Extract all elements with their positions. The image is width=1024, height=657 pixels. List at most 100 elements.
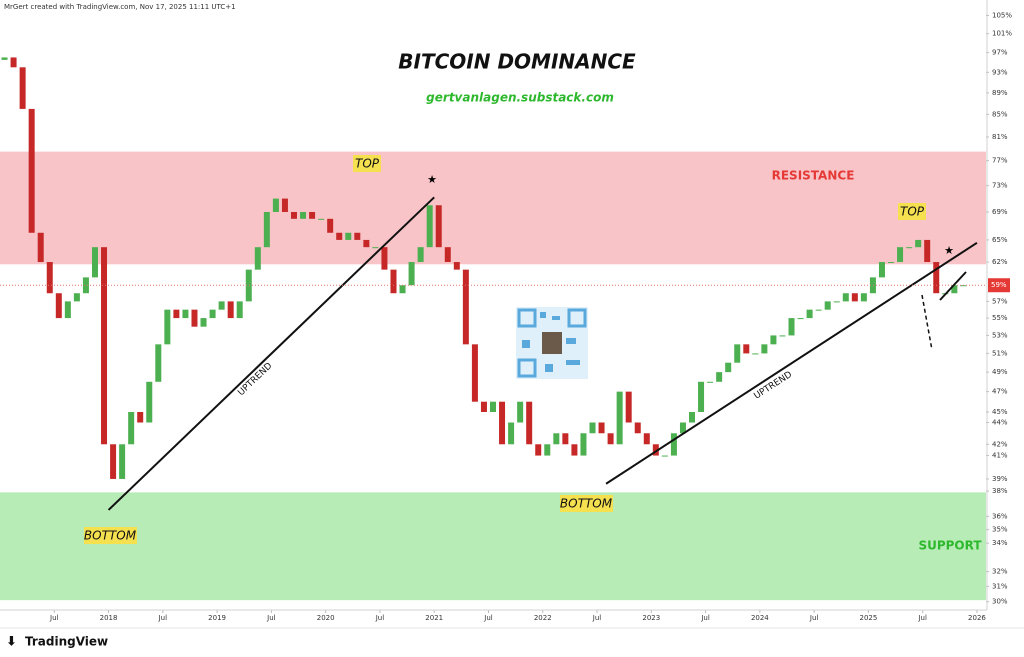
x-tick-label: Jul: [700, 614, 710, 622]
annotation: BOTTOM: [560, 495, 613, 512]
svg-text:★: ★: [944, 244, 954, 257]
x-tick-label: Jul: [266, 614, 276, 622]
candle: [951, 285, 958, 294]
candle: [888, 262, 895, 264]
candle: [200, 318, 207, 327]
candle: [191, 309, 198, 327]
candle: [290, 211, 297, 219]
candle: [327, 218, 334, 233]
y-tick-label: 69%: [992, 208, 1008, 216]
y-tick-label: 97%: [992, 49, 1008, 57]
y-tick-label: 53%: [992, 331, 1008, 339]
y-tick-label: 51%: [992, 349, 1008, 357]
candles: [1, 57, 967, 479]
channel-line: [939, 271, 967, 301]
candle: [598, 422, 605, 434]
candle: [453, 262, 460, 270]
candle: [906, 247, 913, 249]
candle: [670, 433, 677, 456]
candle: [28, 108, 35, 233]
candle: [770, 335, 777, 345]
x-tick-label: Jul: [158, 614, 168, 622]
y-tick-label: 73%: [992, 182, 1008, 190]
candle: [46, 262, 53, 294]
candle: [842, 293, 849, 302]
candle: [146, 381, 153, 423]
candle: [372, 247, 379, 249]
y-tick-label: 41%: [992, 452, 1008, 460]
candle: [245, 269, 252, 302]
candle: [19, 67, 26, 109]
candle: [471, 344, 478, 402]
x-tick-label: 2024: [751, 614, 769, 622]
candle: [309, 211, 316, 219]
candle: [851, 293, 858, 302]
candle: [354, 232, 361, 240]
candle: [616, 391, 623, 445]
candle: [236, 301, 243, 319]
x-tick-label: 2018: [100, 614, 118, 622]
candle: [869, 277, 876, 294]
candle: [336, 232, 343, 240]
candle: [571, 444, 578, 456]
x-tick-label: Jul: [49, 614, 59, 622]
y-tick-label: 32%: [992, 568, 1008, 576]
candle: [390, 269, 397, 294]
candle: [91, 247, 98, 278]
candle: [399, 285, 406, 294]
candle: [137, 411, 144, 423]
y-tick-label: 62%: [992, 258, 1008, 266]
candle: [743, 344, 750, 354]
candle: [580, 433, 587, 456]
svg-text:BOTTOM: BOTTOM: [560, 497, 613, 511]
x-tick-label: 2021: [425, 614, 443, 622]
candle: [553, 433, 560, 445]
svg-text:TOP: TOP: [355, 157, 380, 171]
candle: [924, 239, 931, 263]
candle: [435, 205, 442, 248]
annotation: BOTTOM: [84, 527, 137, 544]
candle: [625, 391, 632, 423]
candle: [517, 401, 524, 423]
zone-label: RESISTANCE: [772, 169, 855, 183]
candle: [345, 232, 352, 240]
y-tick-label: 49%: [992, 368, 1008, 376]
y-tick-label: 45%: [992, 408, 1008, 416]
annotation: TOP: [898, 203, 926, 220]
candle: [209, 309, 216, 319]
x-tick-label: Jul: [809, 614, 819, 622]
x-tick-label: Jul: [592, 614, 602, 622]
candle: [73, 293, 80, 302]
candle: [462, 269, 469, 345]
x-tick-label: Jul: [917, 614, 927, 622]
y-tick-label: 57%: [992, 297, 1008, 305]
trendline: [107, 196, 435, 511]
candle: [417, 247, 424, 263]
candle: [634, 422, 641, 434]
candle: [426, 205, 433, 248]
y-tick-label: 77%: [992, 157, 1008, 165]
trendline: [605, 241, 978, 485]
candle: [806, 309, 813, 319]
svg-text:TOP: TOP: [900, 205, 925, 219]
candle: [734, 344, 741, 363]
candle: [707, 381, 714, 383]
candle: [652, 444, 659, 456]
last-value-label: 59%: [991, 281, 1007, 289]
candle: [37, 232, 44, 263]
y-tick-label: 85%: [992, 110, 1008, 118]
candle: [897, 247, 904, 263]
candle: [797, 318, 804, 320]
x-tick-label: 2023: [642, 614, 660, 622]
y-tick-label: 65%: [992, 236, 1008, 244]
candle: [878, 262, 885, 278]
y-tick-label: 89%: [992, 89, 1008, 97]
y-tick-label: 42%: [992, 440, 1008, 448]
x-tick-label: Jul: [483, 614, 493, 622]
candle: [725, 362, 732, 373]
candle: [110, 444, 117, 479]
candle: [499, 401, 506, 445]
y-tick-label: 34%: [992, 539, 1008, 547]
x-tick-label: 2026: [968, 614, 986, 622]
